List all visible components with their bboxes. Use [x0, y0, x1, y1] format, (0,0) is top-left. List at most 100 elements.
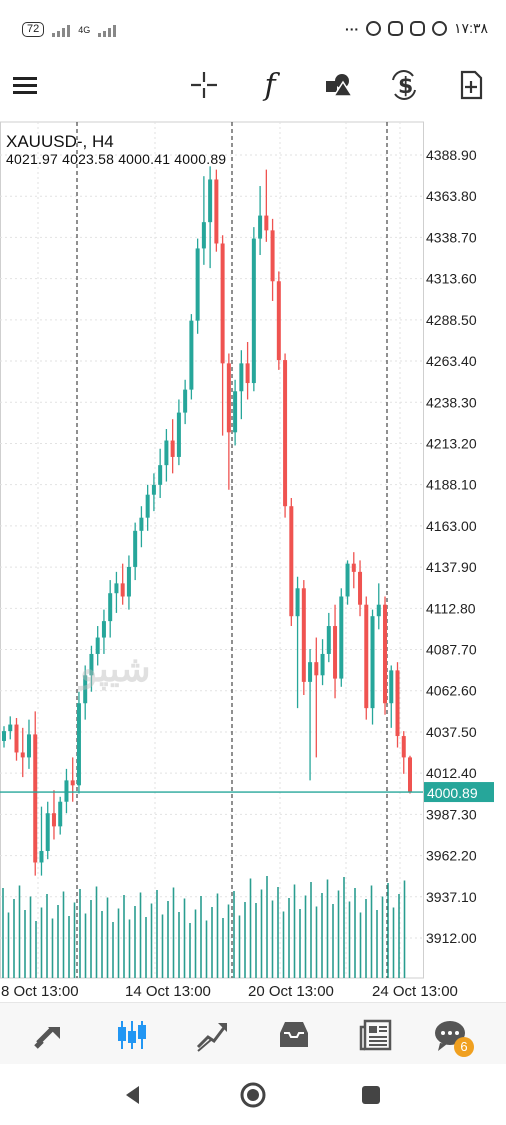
- recents-button[interactable]: [356, 1080, 386, 1110]
- clock: ۱۷:۳۸: [454, 20, 488, 36]
- menu-button[interactable]: [6, 66, 44, 104]
- candle-body: [45, 813, 50, 851]
- candle-body: [376, 604, 381, 617]
- price-axis-label: 4137.90: [426, 559, 477, 575]
- candle-body: [333, 626, 338, 679]
- home-button[interactable]: [238, 1080, 268, 1110]
- candle-body: [158, 465, 163, 485]
- price-axis-label: 4238.30: [426, 394, 477, 410]
- nav-quotes[interactable]: [28, 1015, 72, 1055]
- price-axis-label: 4037.50: [426, 724, 477, 740]
- price-axis-label: 4087.70: [426, 642, 477, 658]
- candle-body: [20, 752, 25, 758]
- candle-body: [76, 703, 81, 786]
- chart-frame: [0, 121, 424, 979]
- watermark: شیپو: [80, 648, 151, 689]
- battery-indicator: 72: [22, 22, 45, 37]
- candle-body: [58, 801, 63, 827]
- objects-icon: [326, 74, 353, 97]
- candle-body: [176, 412, 181, 457]
- chat-badge: 6: [454, 1037, 474, 1057]
- new-order-icon: [460, 70, 483, 100]
- candle-body: [139, 517, 144, 531]
- nav-history[interactable]: [272, 1015, 316, 1055]
- candle-body: [133, 530, 138, 567]
- price-axis-label: 3912.00: [426, 930, 477, 946]
- back-icon: [126, 1086, 139, 1104]
- trade-arrows-icon: [34, 1027, 60, 1049]
- back-button[interactable]: [118, 1080, 148, 1110]
- candle-body: [83, 675, 88, 704]
- price-axis-label: 4062.60: [426, 683, 477, 699]
- candle-body: [2, 731, 6, 741]
- symbol-button[interactable]: $: [385, 66, 423, 104]
- time-axis-label: 14 Oct 13:00: [125, 983, 211, 1000]
- candle-body: [33, 734, 38, 863]
- chart-symbol-label: XAUUSD-, H4: [6, 132, 114, 151]
- system-navigation-bar: [0, 1064, 506, 1125]
- candle-body: [189, 320, 194, 390]
- candle-body: [70, 780, 75, 786]
- more-notifications-icon: ···: [345, 20, 360, 37]
- candle-body: [195, 248, 200, 321]
- candle-body: [345, 563, 350, 597]
- candle-body: [264, 215, 269, 231]
- nav-chat[interactable]: 6: [428, 1015, 474, 1057]
- candle-body: [283, 360, 288, 507]
- candle-body: [39, 850, 44, 863]
- candle-body: [239, 363, 244, 392]
- chart-canvas[interactable]: 4388.90 4363.80 4338.70 4313.60 4288.50 4263.…: [0, 118, 506, 1000]
- candle-body: [14, 724, 19, 753]
- price-axis-label: 3962.20: [426, 848, 477, 864]
- candle-body: [233, 391, 238, 433]
- ohlc-values: 4021.97 4023.58 4000.41 4000.89: [6, 151, 227, 167]
- candle-body: [401, 736, 406, 758]
- price-axis-label: 4188.10: [426, 477, 477, 493]
- candle-body: [320, 653, 325, 676]
- price-axis-label: 3937.10: [426, 889, 477, 905]
- nav-chart[interactable]: [110, 1015, 154, 1055]
- candle-body: [258, 215, 263, 239]
- new-order-button[interactable]: [452, 66, 490, 104]
- price-chart[interactable]: 4388.90 4363.80 4338.70 4313.60 4288.50 4263.…: [0, 118, 506, 1000]
- candle-body: [164, 440, 169, 466]
- home-icon: [240, 1082, 266, 1108]
- price-axis-label: 4263.40: [426, 353, 477, 369]
- current-price-tag: [424, 782, 494, 803]
- candle-body: [101, 621, 106, 638]
- candle-body: [95, 637, 100, 654]
- crosshair-button[interactable]: [185, 66, 223, 104]
- candle-body: [26, 734, 31, 758]
- objects-button[interactable]: [319, 66, 357, 104]
- chart-toolbar: f $: [0, 60, 506, 110]
- candle-body: [145, 494, 150, 518]
- candle-body: [64, 780, 69, 802]
- chart-icon: [118, 1021, 146, 1049]
- candle-body: [220, 243, 225, 364]
- candle-body: [214, 179, 219, 244]
- time-axis-label: 8 Oct 13:00: [1, 983, 79, 1000]
- candle-body: [308, 662, 313, 682]
- candle-body: [339, 596, 344, 679]
- time-axis-label: 24 Oct 13:00: [372, 983, 458, 1000]
- nav-news[interactable]: [354, 1015, 398, 1055]
- indicators-button[interactable]: f: [251, 66, 289, 104]
- candle-body: [314, 662, 319, 676]
- price-axis-label: 4313.60: [426, 271, 477, 287]
- candle-body: [408, 757, 412, 792]
- svg-text:$: $: [398, 74, 413, 99]
- price-axis-label: 4163.00: [426, 518, 477, 534]
- edge-icon: [366, 21, 382, 36]
- candle-body: [326, 626, 331, 654]
- candle-body: [170, 440, 175, 457]
- candle-body: [245, 363, 250, 384]
- candle-body: [301, 588, 306, 682]
- candle-body: [89, 653, 94, 676]
- nav-trade[interactable]: [190, 1015, 234, 1055]
- price-axis-label: 4213.20: [426, 435, 477, 451]
- network-type: 4G: [78, 24, 91, 35]
- candle-body: [383, 604, 388, 704]
- signal-bars-icon: [52, 23, 71, 37]
- instagram-icon-2: [410, 21, 426, 36]
- candle-body: [389, 670, 394, 704]
